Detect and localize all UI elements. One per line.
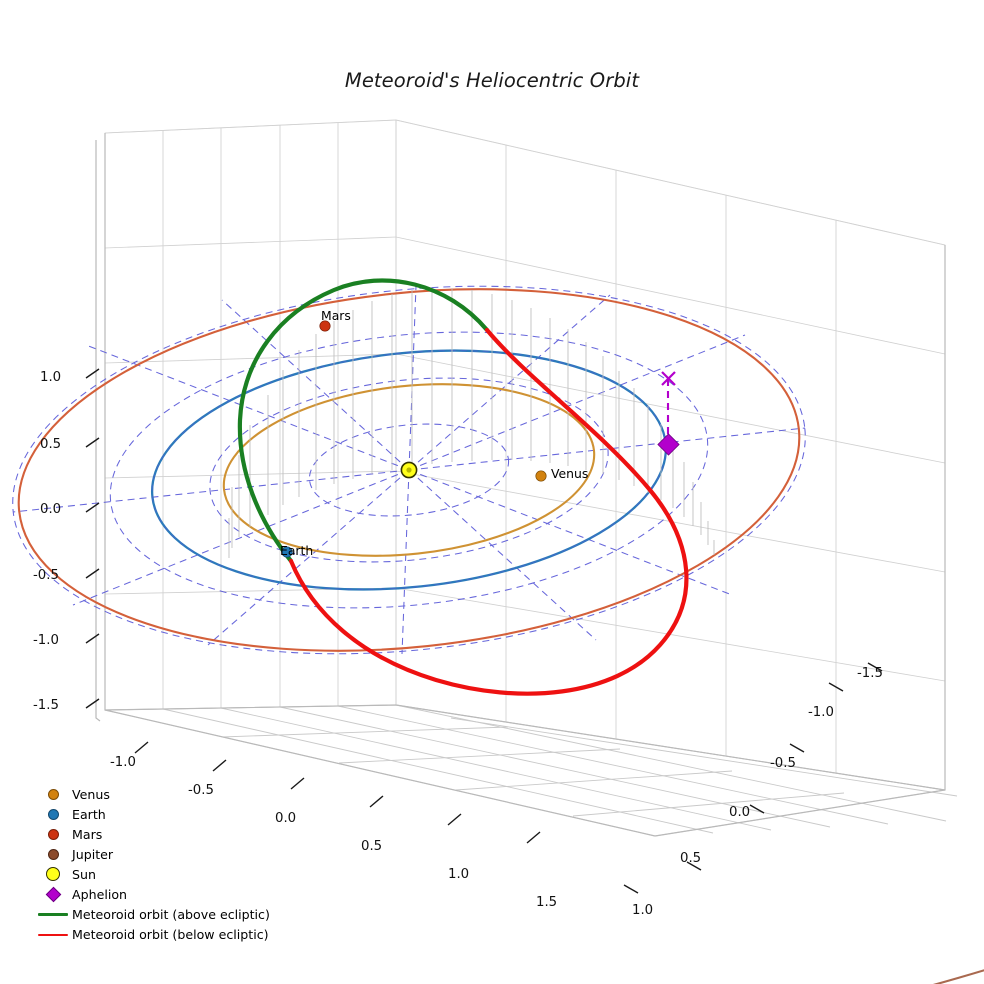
mars-marker [319, 320, 331, 332]
x-tick-4: 0.5 [361, 839, 383, 854]
z-tick-1: 1.0 [40, 370, 62, 385]
earth-label: Earth [280, 543, 314, 558]
planet-markers [281, 320, 547, 558]
legend-label-meteoroid-above: Meteoroid orbit (above ecliptic) [72, 907, 270, 923]
x-tick-2: -0.5 [188, 783, 214, 798]
x-tick-5: 1.0 [448, 867, 470, 882]
z-tick-2: 0.5 [40, 437, 62, 452]
z-tick-3: 0.0 [40, 502, 62, 517]
page-title: Meteoroid's Heliocentric Orbit [344, 69, 640, 92]
sun-marker [400, 461, 418, 479]
aphelion-group [657, 371, 680, 456]
legend-item-venus[interactable]: Venus [34, 784, 292, 804]
earth-marker-icon [34, 808, 72, 820]
legend-label-meteoroid-below: Meteoroid orbit (below ecliptic) [72, 927, 269, 943]
axis-tick-marks [85, 368, 883, 894]
mars-marker-icon [34, 828, 72, 840]
sun-marker-icon [34, 867, 72, 882]
legend-item-earth[interactable]: Earth [34, 804, 292, 824]
legend-label-earth: Earth [72, 806, 106, 822]
ecliptic-polar-grid [12, 285, 806, 655]
aphelion-cross-icon [661, 371, 676, 386]
legend-item-meteoroid-below[interactable]: Meteoroid orbit (below ecliptic) [34, 925, 292, 945]
meteoroid-orbit [237, 278, 689, 696]
legend-item-meteoroid-above[interactable]: Meteoroid orbit (above ecliptic) [34, 905, 292, 925]
venus-orbit [222, 383, 596, 557]
y-tick-3: 0.0 [729, 805, 751, 820]
z-tick-5: -1.0 [33, 633, 59, 648]
venus-label: Venus [551, 466, 589, 481]
y-tick-2: 0.5 [680, 851, 702, 866]
legend: Venus Earth Mars Jupiter Sun [34, 784, 292, 945]
legend-label-jupiter: Jupiter [72, 846, 114, 862]
legend-label-sun: Sun [72, 866, 96, 882]
axes-3d-panes [104, 119, 946, 791]
legend-item-aphelion[interactable]: Aphelion [34, 884, 292, 904]
mars-label: Mars [321, 308, 351, 323]
meteoroid-orbit-below-ecliptic [288, 327, 689, 696]
y-tick-4: -0.5 [770, 756, 796, 771]
z-tick-6: -1.5 [33, 698, 59, 713]
red-line-swatch-icon [34, 933, 72, 936]
left-wall-grid [104, 119, 397, 711]
venus-marker-icon [34, 788, 72, 800]
orbit-stem-lines [228, 288, 715, 558]
legend-label-aphelion: Aphelion [72, 887, 128, 903]
axes-box-frame [95, 133, 946, 837]
legend-item-sun[interactable]: Sun [34, 864, 292, 884]
legend-item-jupiter[interactable]: Jupiter [34, 844, 292, 864]
z-tick-4: -0.5 [33, 568, 59, 583]
jupiter-marker-icon [34, 848, 72, 860]
aphelion-diamond-marker [657, 433, 680, 456]
legend-item-mars[interactable]: Mars [34, 824, 292, 844]
legend-label-mars: Mars [72, 826, 103, 842]
legend-label-venus: Venus [72, 786, 110, 802]
x-tick-3: 0.0 [275, 811, 297, 826]
x-tick-6: 1.5 [536, 895, 558, 910]
green-line-swatch-icon [34, 913, 72, 916]
x-tick-1: -1.0 [110, 755, 136, 770]
earth-marker [281, 546, 293, 558]
mars-orbit [17, 288, 801, 652]
meteoroid-orbit-above-ecliptic [237, 278, 490, 564]
y-tick-5: -1.0 [808, 705, 834, 720]
venus-marker [535, 470, 547, 482]
aphelion-diamond-icon [34, 886, 72, 903]
y-tick-6: -1.5 [857, 666, 883, 681]
y-tick-1: 1.0 [632, 903, 654, 918]
